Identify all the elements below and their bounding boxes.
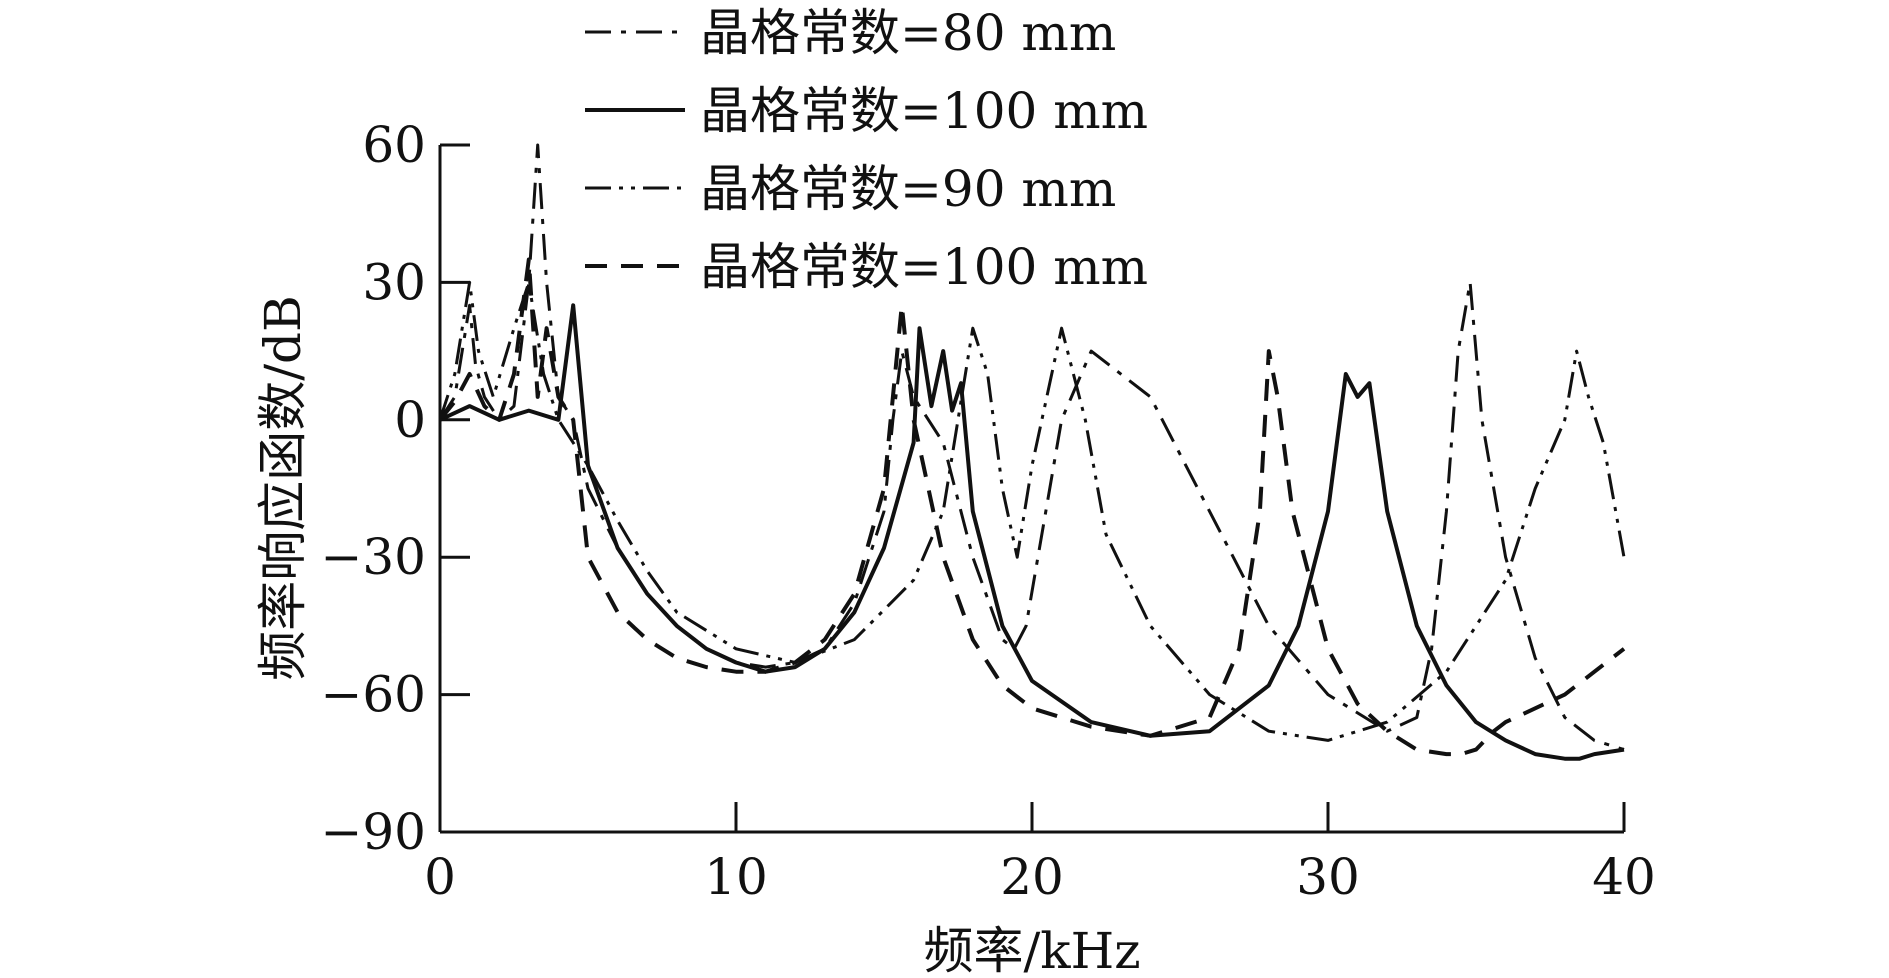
series-line-2 [439,303,1625,761]
x-tick-label: 30 [1296,848,1360,906]
y-axis-title: 频率响应函数/dB [254,295,312,681]
x-tick-label: 20 [1000,848,1064,906]
y-tick-label: 30 [362,253,426,311]
y-tick-label: 0 [394,391,426,449]
x-axis-title: 频率/kHz [923,922,1140,978]
y-tick-label: −30 [320,528,426,586]
legend: 晶格常数=80 mm 晶格常数=100 mm 晶格常数=90 mm 晶格常数=100 … [585,4,1148,296]
legend-label-1: 晶格常数=80 mm [700,4,1116,62]
legend-label-3: 晶格常数=90 mm [700,160,1116,218]
x-tick-label: 10 [704,848,768,906]
series-line-1 [438,143,1625,752]
ticks: 0 10 20 30 40 60 30 0 −30 −60 −90 [320,116,1655,906]
series-layer [438,143,1626,761]
y-tick-label: −90 [320,803,426,861]
legend-label-2: 晶格常数=100 mm [700,82,1148,140]
series-line-4 [438,257,1626,757]
y-tick-label: −60 [320,666,426,724]
y-tick-label: 60 [362,116,426,174]
x-tick-label: 0 [424,848,456,906]
x-tick-label: 40 [1592,848,1656,906]
legend-label-4: 晶格常数=100 mm [700,238,1148,296]
